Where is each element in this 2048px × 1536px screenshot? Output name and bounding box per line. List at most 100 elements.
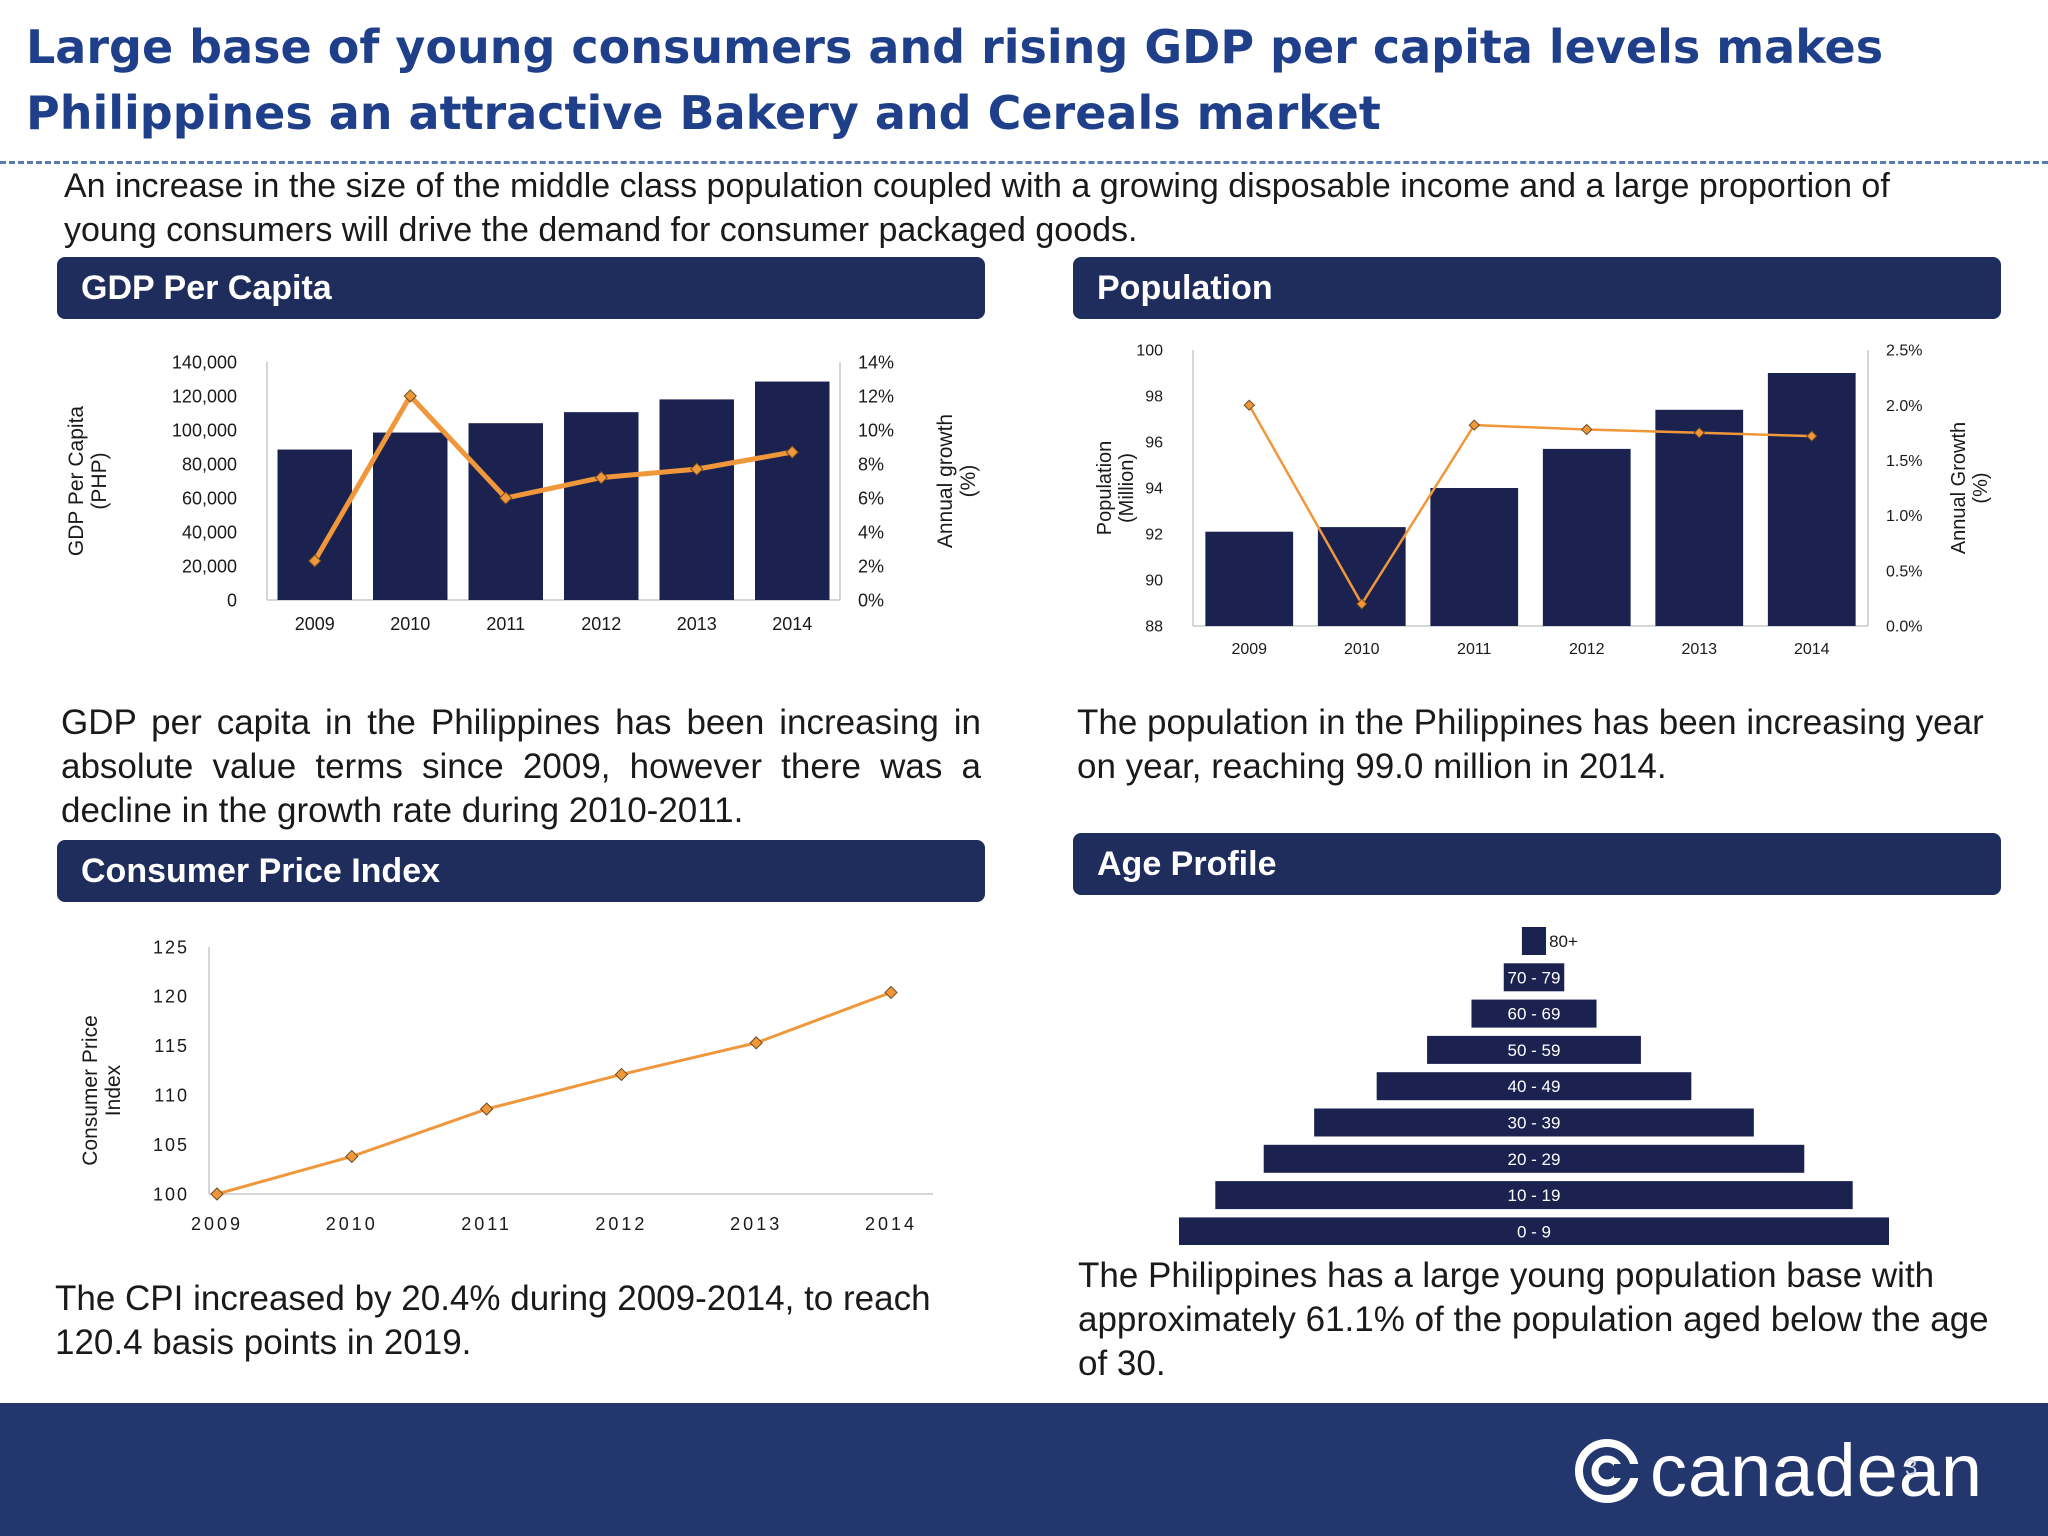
gdp-bar [659,399,734,600]
population-growth-point [1693,427,1705,439]
gdp-section-header: GDP Per Capita [57,257,985,319]
age-section-header: Age Profile [1073,833,2001,895]
population-x-tick-label: 2009 [1231,641,1267,658]
cpi-section-header: Consumer Price Index [57,840,985,902]
gdp-y-tick-label: 140,000 [172,352,237,372]
cpi-x-tick-label: 2012 [595,1214,647,1234]
age-bar [1263,1144,1805,1173]
gdp-y-right-tick-label: 0% [858,590,884,610]
population-y-tick-label: 98 [1145,389,1163,406]
age-group-label: 80+ [1549,932,1578,951]
footer-bar [0,1403,2048,1536]
gdp-y-axis-right-title: Annual growth(%) [934,414,980,548]
cpi-point [479,1102,494,1116]
cpi-y-tick-label: 125 [153,937,189,957]
population-y-right-tick-label: 1.0% [1886,508,1922,525]
gdp-y-right-tick-label: 10% [858,420,894,440]
cpi-y-axis-title: Consumer PriceIndex [79,1015,125,1166]
cpi-point [749,1036,763,1050]
population-growth-point [1806,430,1818,442]
population-y-axis-right-title: Annual Growth(%) [1948,422,1992,554]
cpi-point [345,1149,359,1164]
gdp-x-tick-label: 2012 [581,614,621,634]
age-bar [1471,999,1597,1028]
gdp-y-tick-label: 60,000 [182,488,237,508]
population-growth-line [1248,404,1812,607]
gdp-growth-point [594,470,608,485]
cpi-description: The CPI increased by 20.4% during 2009-2… [55,1279,931,1362]
cpi-x-tick-label: 2011 [461,1214,512,1234]
age-description: The Philippines has a large young popula… [1078,1256,1989,1383]
population-y-tick-label: 96 [1145,435,1163,452]
population-description: The population in the Philippines has be… [1077,703,1984,786]
gdp-y-tick-label: 40,000 [182,522,237,542]
population-bar [1767,373,1856,626]
cpi-line [216,991,892,1196]
gdp-growth-point [403,389,417,403]
cpi-y-tick-label: 110 [154,1086,189,1106]
age-bar [1427,1035,1641,1064]
cpi-x-tick-label: 2013 [730,1214,782,1234]
population-y-tick-label: 92 [1145,527,1163,544]
population-y-tick-label: 100 [1136,343,1163,360]
population-chart: 88 90 92 94 96 98 100 0.0% 0.5% 1.0% 1.5% 2.0% 2.5% 2… [1073,330,2003,670]
population-x-tick-label: 2013 [1681,641,1717,658]
cpi-x-tick-label: 2014 [865,1214,917,1234]
gdp-growth-point [499,491,513,505]
gdp-growth-line [312,391,793,563]
population-bar [1430,488,1519,626]
age-bar [1179,1217,1889,1245]
population-bar [1542,448,1631,626]
gdp-x-tick-label: 2011 [486,614,525,634]
cpi-point [884,985,898,1000]
gdp-y-tick-label: 120,000 [172,386,237,406]
gdp-y-right-tick-label: 6% [858,488,884,508]
gdp-x-tick-label: 2009 [295,614,335,634]
gdp-y-axis-title: GDP Per Capita(PHP) [65,406,111,556]
gdp-x-tick-label: 2014 [772,614,812,634]
gdp-bar [277,449,352,600]
page-number: 3 [1905,1455,1918,1480]
gdp-y-tick-label: 20,000 [182,556,237,576]
gdp-bar [468,423,543,600]
gdp-x-tick-label: 2010 [390,614,430,634]
age-group-label: 40 - 49 [1508,1077,1561,1096]
gdp-x-tick-label: 2013 [677,614,717,634]
gdp-y-right-tick-label: 12% [858,386,894,406]
gdp-bar [564,412,639,600]
population-section-header: Population [1073,257,2001,319]
cpi-y-tick-label: 105 [153,1135,189,1155]
age-group-label: 30 - 39 [1508,1114,1561,1133]
gdp-growth-point [785,445,799,459]
gdp-y-right-tick-label: 4% [858,522,884,542]
population-y-right-tick-label: 1.5% [1886,453,1922,470]
population-y-tick-label: 90 [1145,573,1163,590]
cpi-point [614,1067,629,1082]
gdp-y-right-tick-label: 14% [858,352,894,372]
population-growth-point [1468,419,1480,431]
gdp-description: GDP per capita in the Philippines has be… [61,703,981,830]
gdp-chart: 0 20,000 40,000 60,000 80,000 100,000 120,000 1… [57,335,987,655]
age-bar [1376,1072,1692,1101]
cpi-x-tick-label: 2010 [326,1214,378,1234]
gdp-y-tick-label: 100,000 [172,420,237,440]
gdp-bar [755,381,830,600]
gdp-bar [373,432,448,600]
age-group-label: 10 - 19 [1508,1186,1561,1205]
age-group-label: 0 - 9 [1517,1222,1551,1241]
age-group-label: 60 - 69 [1508,1005,1561,1024]
cpi-chart-svg: 100 105 110 115 120 125 2009 2010 2011 2012 2013 20… [79,937,933,1234]
age-group-label: 20 - 29 [1508,1150,1561,1169]
gdp-y-right-tick-label: 2% [858,556,884,576]
cpi-y-tick-label: 115 [154,1036,189,1056]
intro-text: An increase in the size of the middle cl… [64,167,1890,249]
population-y-right-tick-label: 2.0% [1886,398,1922,415]
age-bar [1503,963,1565,992]
gdp-y-tick-label: 80,000 [182,454,237,474]
gdp-growth-point [308,554,322,568]
population-chart-svg: 88 90 92 94 96 98 100 0.0% 0.5% 1.0% 1.5% 2.0% 2.5% 2… [1094,343,1992,658]
page-title: Large base of young consumers and rising… [26,20,1884,140]
population-y-right-tick-label: 2.5% [1886,343,1922,360]
cpi-y-tick-label: 100 [153,1184,189,1204]
population-y-right-tick-label: 0.0% [1886,619,1922,636]
